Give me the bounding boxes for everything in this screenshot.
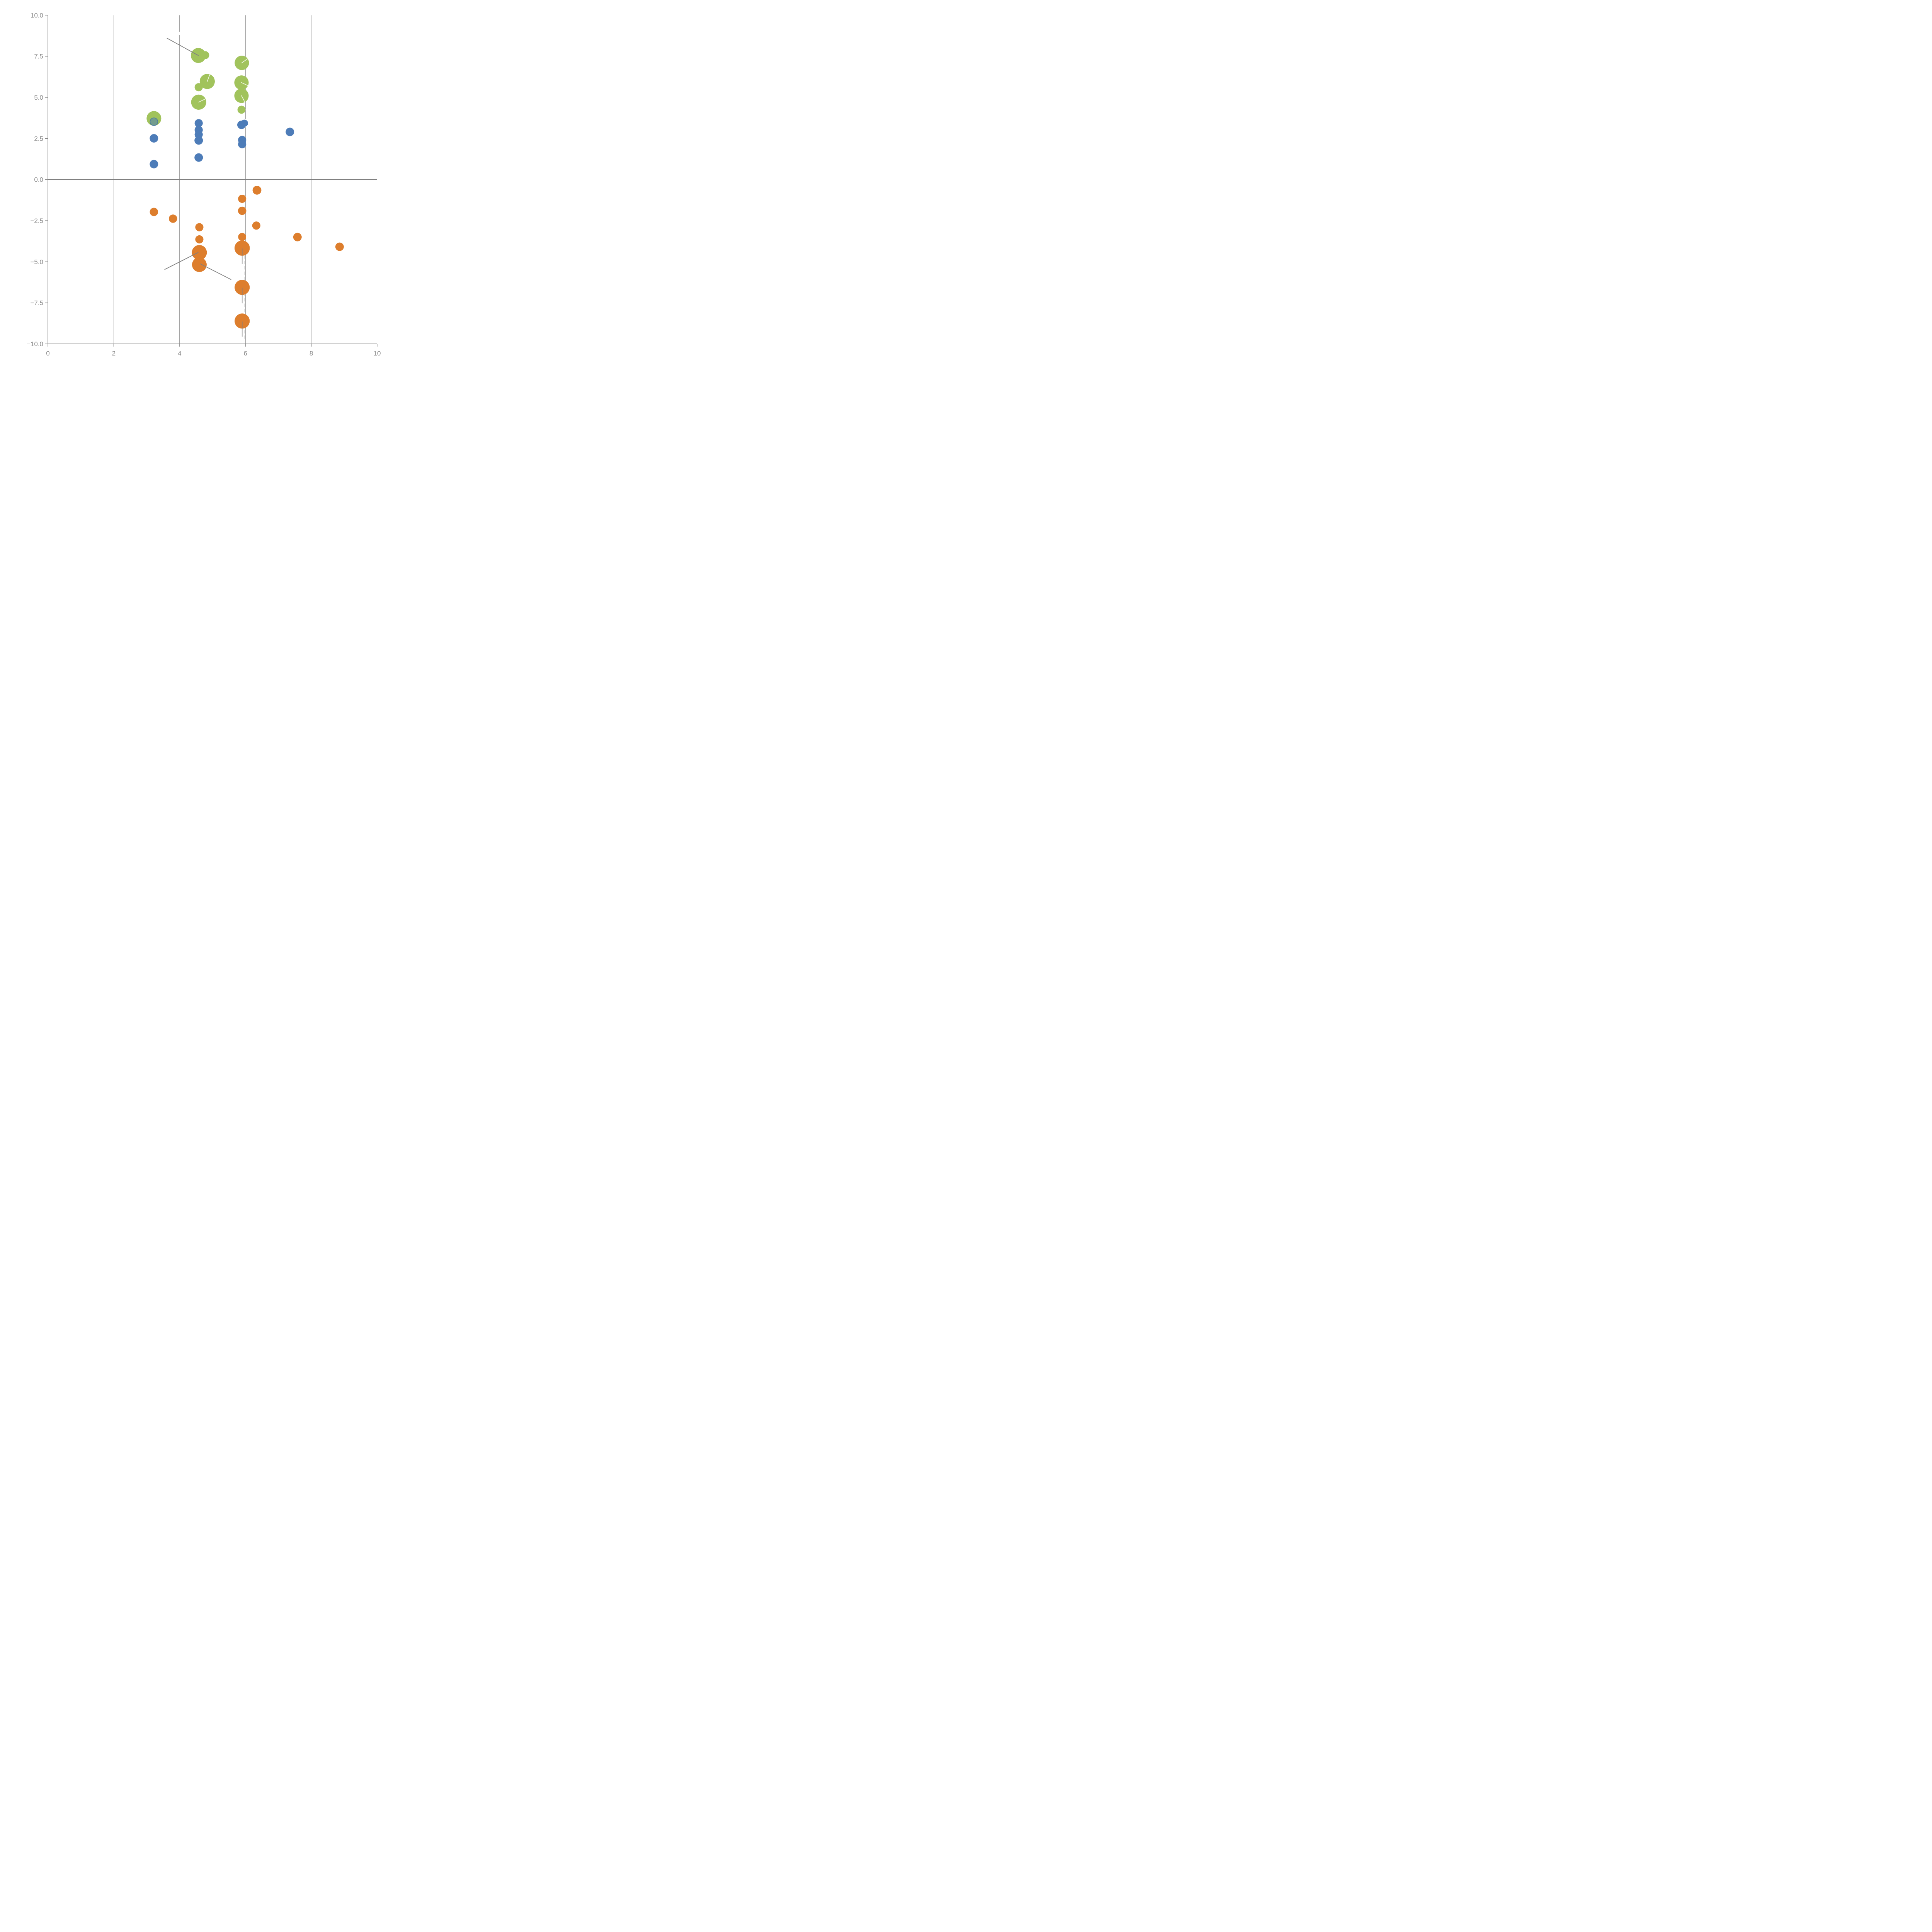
bubble-hand xyxy=(241,82,248,86)
data-point-blue[interactable] xyxy=(194,119,203,128)
data-point-orange[interactable] xyxy=(234,240,250,256)
data-point-orange[interactable] xyxy=(238,206,247,215)
data-point-green[interactable] xyxy=(237,105,246,114)
x-tick-label: 8 xyxy=(310,350,313,357)
data-point-blue[interactable] xyxy=(150,134,158,143)
x-tick-label: 10 xyxy=(374,350,381,357)
data-point-blue[interactable] xyxy=(238,140,247,148)
data-point-orange[interactable] xyxy=(192,245,207,260)
bubble-hand xyxy=(198,99,206,103)
bubble-hand xyxy=(241,58,248,63)
data-point-orange[interactable] xyxy=(150,207,158,216)
data-point-orange[interactable] xyxy=(195,223,204,231)
bubble-hand xyxy=(241,95,245,102)
y-tick-label: 0.0 xyxy=(34,176,43,184)
data-point-blue[interactable] xyxy=(150,117,158,126)
y-tick-label: −2.5 xyxy=(30,217,43,224)
annotation-line xyxy=(167,38,199,56)
data-point-orange[interactable] xyxy=(252,185,262,195)
chart-page: 10.0 7.5 5.0 2.5 0.0 −2.5 −5.0 −7.5 −10.0 0 2 4 6 8 10 xyxy=(0,0,386,386)
data-point-blue[interactable] xyxy=(194,136,203,145)
x-tick-label: 2 xyxy=(112,350,116,357)
data-point-orange[interactable] xyxy=(235,313,250,329)
data-point-orange[interactable] xyxy=(335,242,344,251)
data-point-green[interactable] xyxy=(194,83,203,92)
x-tick-label: 0 xyxy=(46,350,49,357)
data-point-orange[interactable] xyxy=(238,194,247,203)
x-tick-label: 4 xyxy=(178,350,181,357)
x-tick-label: 6 xyxy=(243,350,247,357)
y-tick-label: 10.0 xyxy=(31,12,43,19)
annotation-line xyxy=(200,263,231,280)
data-point-blue[interactable] xyxy=(286,128,294,136)
data-point-blue[interactable] xyxy=(150,160,158,168)
data-point-blue[interactable] xyxy=(194,153,203,162)
bubble-hand xyxy=(207,74,210,82)
y-tick-label: −10.0 xyxy=(27,340,43,348)
scatter-plot: 10.0 7.5 5.0 2.5 0.0 −2.5 −5.0 −7.5 −10.00 2 4 6 8 10 xyxy=(0,0,386,386)
data-point-orange[interactable] xyxy=(252,221,260,230)
data-point-orange[interactable] xyxy=(192,257,207,272)
annotation-line xyxy=(164,252,199,270)
y-tick-label: 5.0 xyxy=(34,94,43,101)
data-point-orange[interactable] xyxy=(235,280,250,295)
data-point-orange[interactable] xyxy=(195,235,204,244)
y-tick-label: 7.5 xyxy=(34,53,43,60)
chart-background xyxy=(0,0,386,386)
data-point-blue[interactable] xyxy=(194,130,203,139)
data-point-orange[interactable] xyxy=(293,233,302,242)
y-tick-label: −7.5 xyxy=(30,299,43,307)
data-point-blue[interactable] xyxy=(237,121,246,129)
y-tick-label: 2.5 xyxy=(34,135,43,142)
data-point-orange[interactable] xyxy=(168,214,177,223)
y-tick-label: −5.0 xyxy=(30,258,43,265)
data-point-orange[interactable] xyxy=(238,233,247,241)
